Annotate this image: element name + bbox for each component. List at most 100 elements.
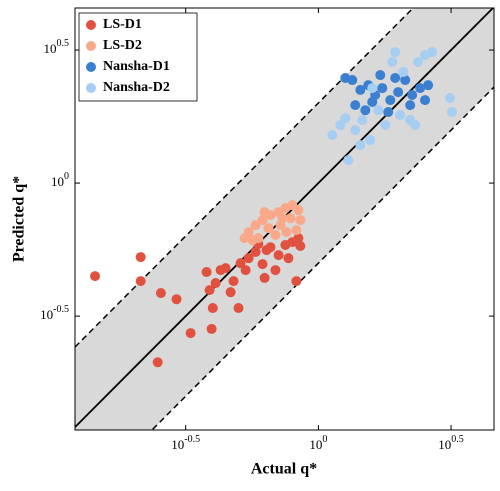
point: [204, 285, 215, 296]
point: [135, 276, 146, 287]
point: [215, 265, 226, 276]
point: [327, 130, 338, 141]
point: [285, 213, 296, 224]
point: [135, 252, 146, 263]
point: [235, 258, 246, 269]
point: [283, 253, 294, 264]
point: [365, 135, 376, 146]
point: [171, 294, 182, 305]
point: [423, 80, 434, 91]
point: [400, 75, 411, 86]
point: [270, 265, 281, 276]
point: [355, 140, 366, 151]
point: [385, 95, 396, 106]
point: [367, 83, 378, 94]
point: [383, 107, 394, 118]
point: [405, 100, 416, 111]
point: [350, 125, 361, 136]
point: [155, 288, 166, 299]
legend-label: Nansha-D2: [103, 80, 170, 95]
legend-box: [78, 12, 198, 102]
point: [259, 207, 270, 218]
point: [335, 120, 346, 131]
point: [350, 100, 361, 111]
point: [420, 95, 431, 106]
point: [390, 72, 401, 83]
point: [291, 276, 302, 287]
point: [210, 278, 221, 289]
point: [273, 250, 284, 261]
point: [225, 287, 236, 298]
legend-marker: [86, 20, 96, 30]
point: [387, 57, 398, 68]
point: [90, 271, 101, 282]
point: [445, 93, 456, 104]
point: [257, 215, 268, 226]
point: [393, 87, 404, 98]
point: [295, 215, 306, 226]
point: [257, 259, 268, 270]
point: [152, 357, 163, 368]
point: [395, 110, 406, 121]
x-axis-label: Actual q*: [251, 461, 317, 478]
point: [270, 229, 281, 240]
point: [373, 105, 384, 116]
point: [343, 155, 354, 166]
point: [259, 272, 270, 283]
point: [410, 120, 421, 131]
point: [250, 246, 261, 257]
point: [377, 83, 388, 94]
point: [427, 47, 438, 58]
point: [233, 303, 244, 314]
tick-label: 10-0.5: [171, 434, 200, 452]
tick-label: 100: [51, 171, 69, 189]
point: [295, 241, 306, 252]
legend-marker: [86, 62, 96, 72]
point: [355, 84, 366, 95]
legend-label: LS-D2: [103, 38, 142, 53]
point: [415, 83, 426, 94]
point: [201, 267, 212, 278]
legend-marker: [86, 41, 96, 51]
point: [447, 107, 458, 118]
y-axis-label: Predicted q*: [11, 176, 28, 262]
point: [293, 205, 304, 216]
plot-area: [75, 8, 494, 430]
tick-label: 100.5: [438, 434, 464, 452]
point: [293, 233, 304, 244]
tick-label: 100: [309, 434, 327, 452]
point: [413, 57, 424, 68]
point: [375, 70, 386, 81]
point: [357, 115, 368, 126]
point: [407, 89, 418, 100]
point: [239, 233, 250, 244]
point: [240, 265, 251, 276]
tick-label: 10-0.5: [40, 304, 69, 322]
point: [380, 120, 391, 131]
point: [390, 47, 401, 58]
legend-label: LS-D1: [103, 17, 142, 32]
point: [263, 223, 274, 234]
point: [207, 303, 218, 314]
point: [228, 276, 239, 287]
point: [398, 67, 409, 78]
point: [277, 213, 288, 224]
point: [347, 75, 358, 86]
point: [291, 225, 302, 236]
legend-marker: [86, 83, 96, 93]
plot-frame: [74, 7, 495, 431]
point: [185, 328, 196, 339]
point: [206, 323, 217, 334]
lower-bound: [150, 86, 494, 430]
point: [340, 113, 351, 124]
point: [360, 105, 371, 116]
point: [247, 235, 258, 246]
point: [281, 227, 292, 238]
tick-label: 100.5: [44, 38, 70, 56]
legend-label: Nansha-D1: [103, 59, 170, 74]
point: [243, 253, 254, 264]
point: [261, 245, 272, 256]
point: [367, 96, 378, 107]
point: [250, 220, 261, 231]
